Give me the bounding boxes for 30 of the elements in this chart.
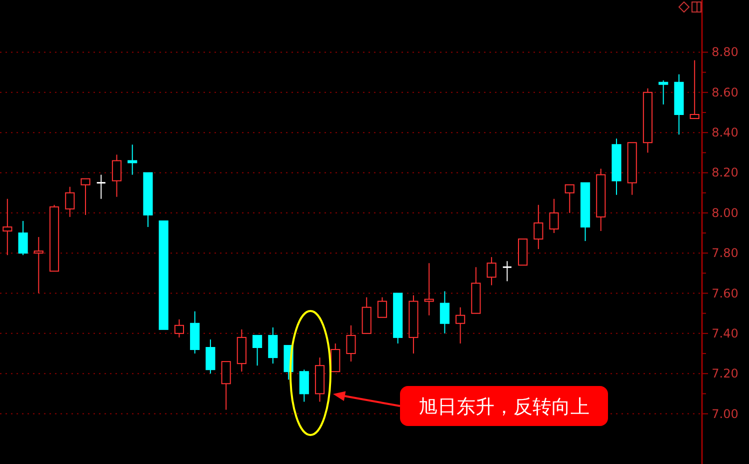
candlestick [236,328,246,372]
y-tick-label: 7.00 [712,406,738,421]
y-tick-label: 7.40 [712,326,738,340]
candlestick [674,74,684,136]
candlestick [534,204,544,250]
candlestick [408,294,418,354]
candlestick [112,154,122,198]
y-tick-label: 7.80 [712,246,738,260]
y-tick-label: 8.80 [712,45,738,60]
candlestick [2,198,12,256]
candlestick [314,357,325,402]
y-tick-label: 8.60 [712,85,738,100]
y-tick-label: 7.60 [712,286,738,300]
candlestick [486,256,496,286]
candlestick [128,144,138,176]
candlestick [456,306,466,344]
y-tick-label: 8.00 [712,206,738,220]
y-tick-label: 8.40 [712,126,738,140]
candlestick [612,138,622,196]
candlestick [440,290,450,334]
y-tick-label: 7.20 [712,366,738,381]
candlestick [346,324,356,362]
candlestick [268,326,278,364]
candlestick [502,260,512,282]
candlestick [424,262,434,316]
candlestick [596,168,606,232]
y-tick-label: 8.20 [712,166,738,180]
annotation: 旭日东升，反转向上 [418,396,590,418]
candlestick [65,186,75,218]
candlestick [34,236,44,294]
